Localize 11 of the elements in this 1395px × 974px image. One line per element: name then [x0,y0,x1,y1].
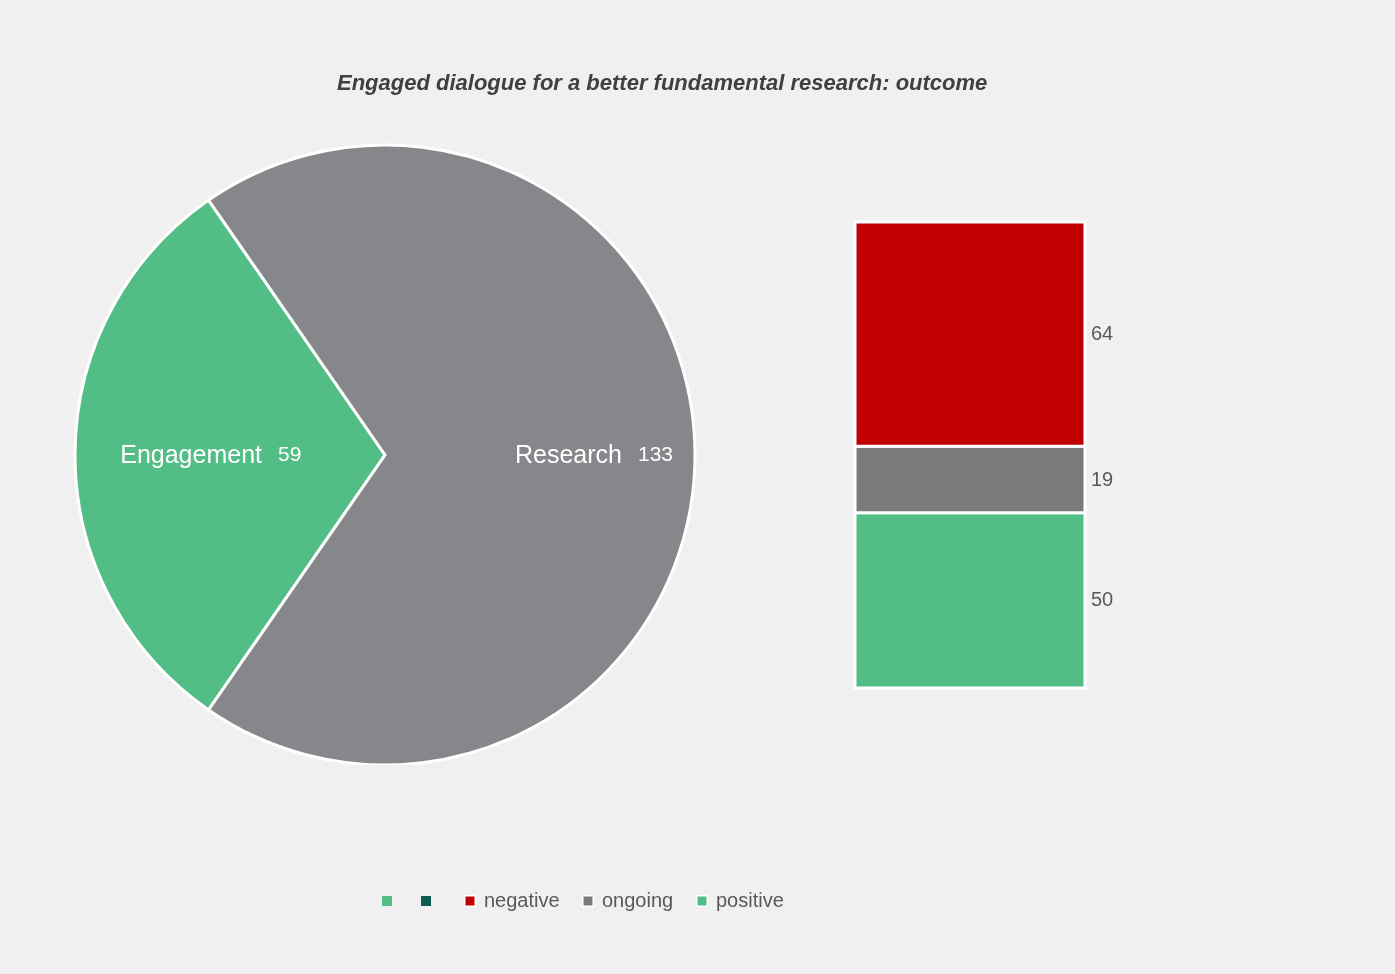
data-label: 59 [278,442,302,465]
data-label: 19 [1091,467,1114,490]
legend-label: negative [484,889,560,911]
legend-label: positive [716,889,784,911]
legend-label: ongoing [602,889,674,911]
data-label: 64 [1091,322,1114,345]
data-label: 50 [1091,588,1114,611]
chart-title: Engaged dialogue for a better fundamental research: outcome [337,70,988,95]
data-label: 133 [638,442,674,465]
slice-label: Engagement [120,440,263,468]
slice-label: Research [515,440,622,468]
